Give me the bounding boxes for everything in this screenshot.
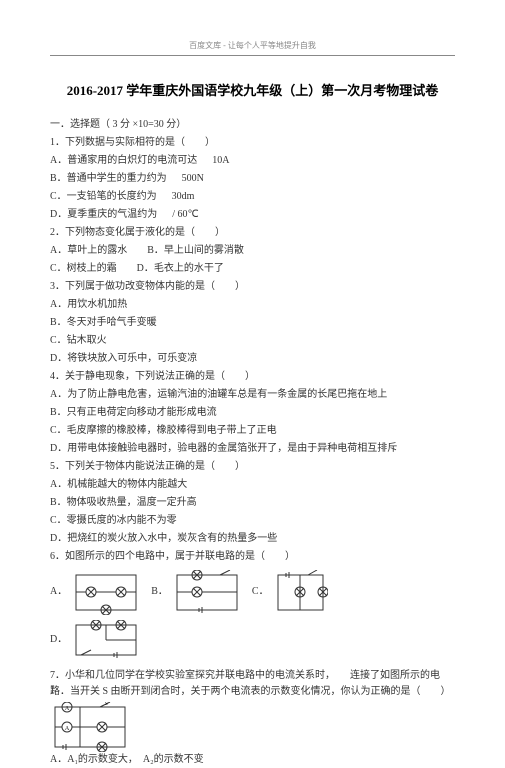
divider [50, 55, 455, 56]
q6-c-box: C． [252, 570, 328, 615]
q5d: D．把烧红的炭火放入水中，炭灰含有的热量多一些 [50, 531, 455, 547]
q1: 1．下列数据与实际相符的是（ ） [50, 135, 455, 151]
q6-d-box: D． [50, 620, 141, 660]
q5b: B．物体吸收热量，温度一定升高 [50, 495, 455, 511]
q4c: C．毛皮摩擦的橡胶棒，橡胶棒得到电子带上了正电 [50, 423, 455, 439]
circuit-a-icon [71, 570, 141, 615]
q6: 6．如图所示的四个电路中，属于并联电路的是（ ） [50, 549, 455, 565]
circuit-d-icon [71, 620, 141, 660]
circuit-b-icon [172, 570, 242, 615]
page-number: 1 [50, 683, 55, 699]
circuit-q7-icon: A A S [50, 702, 130, 752]
q2a: A．草叶上的露水 [50, 243, 127, 259]
q1a-text: A．普通家用的白炽灯的电流可达 [50, 155, 197, 166]
q4: 4．关于静电现象，下列说法正确的是（ ） [50, 369, 455, 385]
q1-opt-b: B．普通中学生的重力约为 500N [50, 171, 455, 187]
q3d: D．将铁块放入可乐中，可乐变凉 [50, 351, 455, 367]
exam-title: 2016-2017 学年重庆外国语学校九年级（上）第一次月考物理试卷 [50, 81, 455, 102]
q6-a-label: A． [50, 584, 67, 600]
q3a: A．用饮水机加热 [50, 297, 455, 313]
q2d: D．毛衣上的水干了 [137, 261, 224, 277]
q3c: C．钻木取火 [50, 333, 455, 349]
q1b-text: B．普通中学生的重力约为 [50, 173, 167, 184]
q1-opt-d: D．夏季重庆的气温约为 / 60℃ [50, 207, 455, 223]
q1d-val: / 60℃ [172, 209, 199, 220]
q1b-val: 500N [182, 173, 204, 184]
site-header: 百度文库 - 让每个人平等地提升自我 [50, 40, 455, 53]
q2b: B．早上山间的雾消散 [147, 243, 244, 259]
section-heading: 一．选择题（ 3 分 ×10=30 分） [50, 117, 455, 133]
q6-b-label: B． [151, 584, 168, 600]
svg-text:S: S [105, 702, 108, 707]
q7-diagram: A A S [50, 702, 455, 752]
q4a: A．为了防止静电危害，运输汽油的油罐车总是有一条金属的长尾巴拖在地上 [50, 387, 455, 403]
q5a: A．机械能越大的物体内能越大 [50, 477, 455, 493]
svg-text:A: A [65, 706, 70, 712]
q1-opt-c: C．一支铅笔的长度约为 30dm [50, 189, 455, 205]
q2c: C．树枝上的霜 [50, 261, 117, 277]
q1c-text: C．一支铅笔的长度约为 [50, 191, 157, 202]
q1-opt-a: A．普通家用的白炽灯的电流可达 10A [50, 153, 455, 169]
q3b: B．冬天对手哈气手变暖 [50, 315, 455, 331]
q2-row1: A．草叶上的露水 B．早上山间的雾消散 [50, 243, 455, 259]
q6-b-box: B． [151, 570, 242, 615]
q1a-val: 10A [212, 155, 229, 166]
q6-a-box: A． [50, 570, 141, 615]
q1c-val: 30dm [172, 191, 195, 202]
q5c: C．零摄氏度的冰内能不为零 [50, 513, 455, 529]
q3: 3．下列属于做功改变物体内能的是（ ） [50, 279, 455, 295]
svg-text:A: A [65, 726, 70, 732]
circuit-c-icon [273, 570, 328, 615]
q6-diagrams-2: D． [50, 620, 455, 660]
q2-row2: C．树枝上的霜 D．毛衣上的水干了 [50, 261, 455, 277]
q5: 5．下列关于物体内能说法正确的是（ ） [50, 459, 455, 475]
q7: 7．小华和几位同学在学校实验室探究并联电路中的电流关系时， 连接了如图所示的电路… [50, 668, 455, 700]
q4b: B．只有正电荷定向移动才能形成电流 [50, 405, 455, 421]
q2: 2．下列物态变化属于液化的是（ ） [50, 225, 455, 241]
q6-d-label: D． [50, 632, 67, 648]
q6-c-label: C． [252, 584, 269, 600]
q4d: D．用带电体接触验电器时，验电器的金属箔张开了，是由于异种电荷相互排斥 [50, 441, 455, 457]
q1d-text: D．夏季重庆的气温约为 [50, 209, 157, 220]
q7a: A．A₁的示数变大， A₂的示数不变 [50, 752, 455, 768]
q6-diagrams: A． B． C． [50, 570, 455, 615]
